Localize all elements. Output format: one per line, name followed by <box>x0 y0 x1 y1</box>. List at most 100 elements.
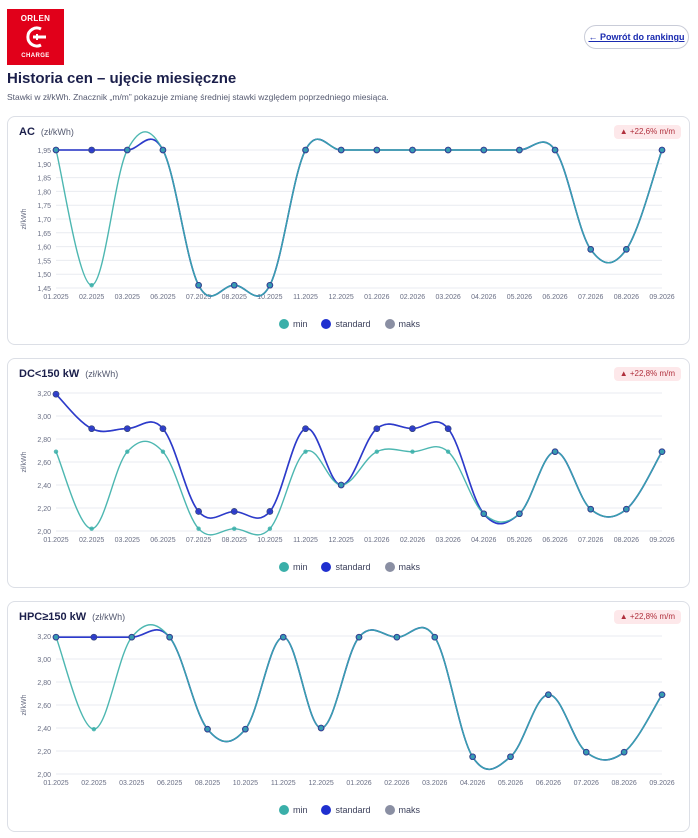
data-point-min[interactable] <box>481 511 486 516</box>
data-point-min[interactable] <box>53 147 59 153</box>
legend-item-min[interactable]: min <box>278 805 308 815</box>
data-point-min[interactable] <box>125 449 130 454</box>
data-point-min[interactable] <box>517 147 522 153</box>
y-tick-label: 3,00 <box>37 657 51 664</box>
x-tick-label: 04.2026 <box>471 294 496 301</box>
data-point-min[interactable] <box>303 147 308 153</box>
x-tick-label: 03.2026 <box>435 294 460 301</box>
chart-title-text: DC<150 kW <box>19 368 80 380</box>
data-point-min[interactable] <box>659 449 665 454</box>
data-point-min[interactable] <box>129 634 134 640</box>
series-line-min <box>55 440 663 536</box>
data-point-min[interactable] <box>338 482 344 488</box>
logo-sub-text: CHARGE <box>21 53 50 59</box>
data-point-min[interactable] <box>624 506 629 512</box>
data-point-min[interactable] <box>303 449 308 454</box>
data-point-standard[interactable] <box>195 508 202 515</box>
data-point-standard[interactable] <box>88 425 95 432</box>
data-point-min[interactable] <box>196 526 201 531</box>
data-point-min[interactable] <box>659 147 665 153</box>
data-point-min[interactable] <box>659 692 665 697</box>
legend-item-min[interactable]: min <box>278 562 307 572</box>
legend-min-label: min <box>292 805 308 815</box>
data-point-min[interactable] <box>374 449 380 454</box>
data-point-min[interactable] <box>584 749 589 755</box>
x-tick-label: 04.2026 <box>460 780 485 787</box>
series-line-min <box>55 131 663 297</box>
data-point-min[interactable] <box>232 283 237 288</box>
data-point-min[interactable] <box>410 147 415 153</box>
legend-item-standard[interactable]: standard <box>321 319 371 329</box>
legend-item-standard[interactable]: standard <box>321 562 371 572</box>
data-point-min[interactable] <box>621 749 627 755</box>
data-point-min[interactable] <box>89 283 94 288</box>
x-tick-label: 02.2026 <box>400 294 425 301</box>
data-point-standard[interactable] <box>159 425 167 432</box>
chart-title: DC<150 kW (zł/kWh) <box>19 368 118 380</box>
data-point-standard[interactable] <box>409 425 416 432</box>
data-point-min[interactable] <box>89 526 94 531</box>
data-point-standard[interactable] <box>373 425 381 432</box>
logo-brand-text: ORLEN <box>20 14 51 23</box>
data-point-min[interactable] <box>624 247 629 252</box>
x-tick-label: 07.2026 <box>578 537 603 544</box>
data-point-min[interactable] <box>356 634 362 640</box>
data-point-min[interactable] <box>243 726 248 732</box>
series-line-standard <box>55 626 663 770</box>
data-point-min[interactable] <box>338 147 344 153</box>
legend-item-maks[interactable]: maks <box>384 319 420 329</box>
data-point-min[interactable] <box>552 147 558 153</box>
data-point-min[interactable] <box>552 449 558 454</box>
data-point-min[interactable] <box>267 526 273 531</box>
data-point-min[interactable] <box>267 283 273 288</box>
data-point-min[interactable] <box>125 147 130 153</box>
x-tick-label: 06.2026 <box>542 537 567 544</box>
data-point-min[interactable] <box>588 506 593 512</box>
y-tick-label: 1,50 <box>37 272 51 279</box>
x-tick-label: 09.2026 <box>649 780 674 787</box>
data-point-min[interactable] <box>410 449 415 454</box>
data-point-min[interactable] <box>470 754 475 759</box>
data-point-min[interactable] <box>167 634 172 640</box>
data-point-min[interactable] <box>481 147 486 153</box>
data-point-min[interactable] <box>91 726 97 732</box>
data-point-min[interactable] <box>160 449 166 454</box>
data-point-min[interactable] <box>546 692 551 697</box>
data-point-min[interactable] <box>394 634 400 640</box>
data-point-min[interactable] <box>281 634 286 640</box>
data-point-standard[interactable] <box>90 633 98 641</box>
legend-item-maks[interactable]: maks <box>384 562 420 572</box>
chart-unit: (zł/kWh) <box>92 612 126 622</box>
chart-card-hpc: HPC≥150 kW (zł/kWh) ▲ +22,8% m/m 2,00 2,20… <box>7 601 690 832</box>
data-point-min[interactable] <box>445 449 451 454</box>
legend-item-maks[interactable]: maks <box>384 805 420 815</box>
data-point-min[interactable] <box>318 725 324 731</box>
legend-standard-swatch <box>321 805 332 815</box>
data-point-standard[interactable] <box>52 390 60 398</box>
data-point-min[interactable] <box>53 449 59 454</box>
data-point-standard[interactable] <box>266 508 274 515</box>
data-point-min[interactable] <box>445 147 451 153</box>
data-point-standard[interactable] <box>230 508 238 515</box>
y-tick-label: 3,20 <box>37 391 51 398</box>
data-point-min[interactable] <box>432 634 437 640</box>
legend-maks-swatch <box>384 562 395 572</box>
data-point-standard[interactable] <box>444 425 452 432</box>
data-point-min[interactable] <box>53 634 59 640</box>
x-tick-label: 03.2026 <box>435 537 460 544</box>
data-point-standard[interactable] <box>88 146 95 154</box>
x-tick-label: 07.2026 <box>578 294 603 301</box>
data-point-standard[interactable] <box>123 425 131 432</box>
data-point-min[interactable] <box>232 526 237 531</box>
data-point-min[interactable] <box>588 247 593 252</box>
data-point-standard[interactable] <box>302 425 309 432</box>
legend-item-min[interactable]: min <box>278 319 307 329</box>
data-point-min[interactable] <box>517 511 522 516</box>
data-point-min[interactable] <box>160 147 166 153</box>
data-point-min[interactable] <box>508 754 513 759</box>
data-point-min[interactable] <box>196 283 201 288</box>
legend-item-standard[interactable]: standard <box>321 805 371 815</box>
back-to-ranking-button[interactable]: ← Powrót do rankingu <box>584 25 689 49</box>
data-point-min[interactable] <box>205 726 210 732</box>
data-point-min[interactable] <box>374 147 380 153</box>
